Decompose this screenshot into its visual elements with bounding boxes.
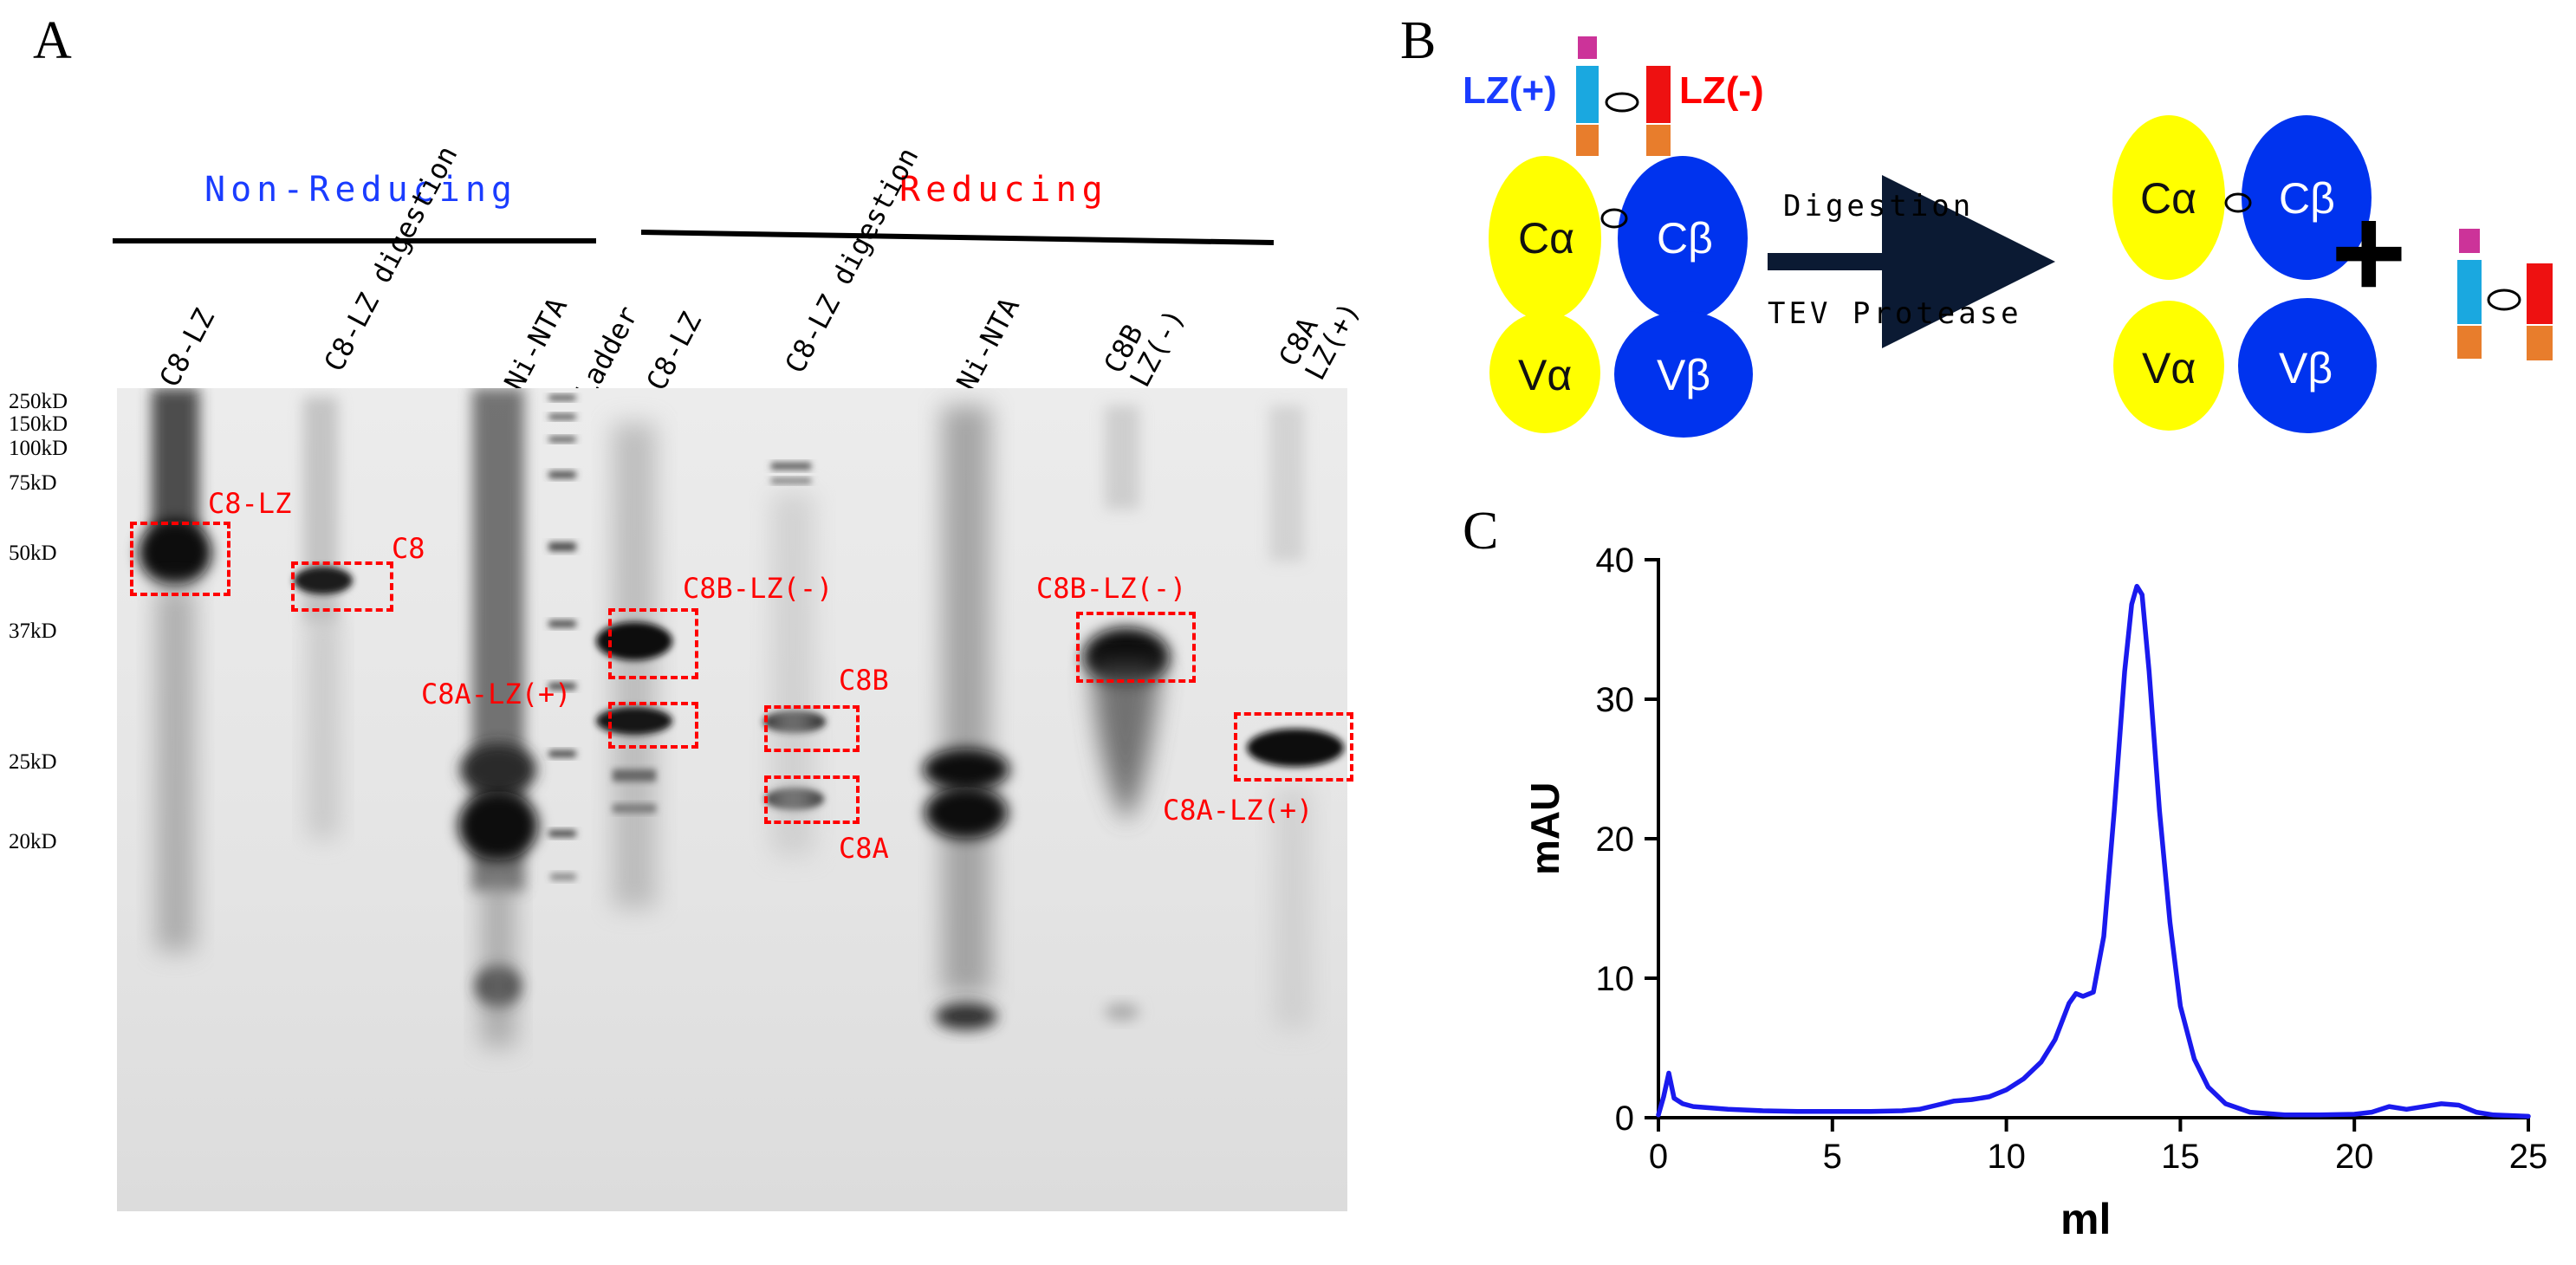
mw-250: 250kD [9, 390, 68, 413]
band-label-c8: C8 [392, 532, 425, 565]
band-label-c8b: C8B [839, 664, 889, 697]
group-label-reducing: Reducing [899, 170, 1108, 210]
band-label-c8b-lz-minus-2: C8B-LZ(-) [1036, 572, 1187, 605]
y-tick-label-30: 30 [1596, 681, 1635, 719]
lz-tags-left [1576, 36, 1671, 156]
x-tick-label-0: 0 [1649, 1138, 1668, 1176]
band-label-c8a: C8A [839, 832, 889, 865]
disulfide-loop [1605, 92, 1639, 113]
box-c8a [764, 775, 860, 824]
c-beta-label: Cβ [1657, 214, 1713, 263]
x-tick-label-25: 25 [2509, 1138, 2548, 1176]
c-alpha-domain-right [2112, 115, 2225, 280]
chromatogram-trace [1656, 583, 2531, 1119]
lz-plus-label: LZ(+) [1463, 69, 1557, 112]
y-tick-label-40: 40 [1596, 542, 1635, 580]
tag-magenta [1578, 36, 1597, 59]
lz-tags-right [2457, 229, 2553, 360]
mw-100: 100kD [9, 437, 68, 460]
gel-lane-7 [923, 405, 1009, 1030]
box-c8b [764, 705, 860, 752]
gel-lane-1 [139, 388, 211, 951]
box-c8a-lz-plus-1 [608, 702, 698, 749]
c-beta-domain [1618, 156, 1748, 321]
c-alpha-domain [1489, 156, 1601, 321]
v-alpha-label-right: Vα [2142, 344, 2196, 392]
x-tick-label-20: 20 [2335, 1138, 2374, 1176]
gel-lane-6 [763, 463, 826, 856]
c-alpha-label: Cα [1518, 214, 1575, 263]
mw-20: 20kD [9, 830, 57, 853]
v-alpha-domain-right [2113, 301, 2224, 431]
disulfide-link-right [2224, 192, 2252, 213]
v-beta-domain [1614, 311, 1753, 438]
disulfide-link [1600, 208, 1628, 229]
chart-xlabel: ml [2060, 1195, 2112, 1243]
mw-37: 37kD [9, 620, 57, 643]
chart-ylabel: mAU [1522, 782, 1567, 875]
c-alpha-label-right: Cα [2140, 174, 2197, 223]
lz-minus-label: LZ(-) [1679, 69, 1764, 112]
v-alpha-label: Vα [1518, 351, 1573, 399]
x-tick-label-5: 5 [1823, 1138, 1842, 1176]
reducing-bar [640, 230, 1275, 245]
y-tick-label-20: 20 [1596, 821, 1635, 859]
panel-label-c: C [1463, 502, 1499, 561]
y-tick-label-0: 0 [1615, 1100, 1634, 1138]
c-beta-label-right: Cβ [2279, 174, 2335, 223]
tcr-right [2112, 115, 2377, 433]
box-c8a-lz-plus-2 [1234, 712, 1353, 782]
y-tick-label-10: 10 [1596, 960, 1635, 998]
gel-lane-8 [1083, 405, 1170, 1021]
gel-lane-4 [548, 395, 576, 880]
arrow-label-bottom: TEV Protease [1768, 296, 2022, 331]
plus-sign: + [2331, 179, 2407, 325]
panel-label-b: B [1400, 11, 1437, 70]
v-beta-domain-right [2238, 298, 2377, 433]
tcr-left [1489, 156, 1753, 438]
chromatogram-chart: 0 10 20 30 40 0 5 10 15 20 25 [1596, 542, 2548, 1176]
box-c8 [291, 561, 393, 612]
band-label-c8b-lz-minus-1: C8B-LZ(-) [683, 572, 834, 605]
band-label-c8-lz: C8-LZ [208, 487, 292, 520]
gel-lane-5 [596, 423, 672, 908]
box-c8-lz [130, 522, 230, 596]
v-beta-label: Vβ [1657, 351, 1711, 399]
mw-75: 75kD [9, 471, 57, 495]
gel-image [117, 388, 1347, 1211]
lz-minus-block [1646, 66, 1671, 123]
tag-orange [1576, 125, 1599, 156]
x-tick-label-10: 10 [1987, 1138, 2026, 1176]
tag-orange-2 [1646, 125, 1671, 156]
c-beta-domain-right [2242, 115, 2372, 280]
v-beta-label-right: Vβ [2279, 344, 2333, 392]
box-c8b-lz-minus-2 [1076, 612, 1196, 683]
mw-25: 25kD [9, 750, 57, 774]
gel-lane-3 [458, 388, 538, 1047]
v-alpha-domain [1489, 312, 1600, 433]
band-label-c8a-lz-plus-2: C8A-LZ(+) [1163, 794, 1314, 827]
box-c8b-lz-minus-1 [608, 608, 698, 679]
gel-lane-9 [1247, 405, 1344, 1029]
mw-150: 150kD [9, 412, 68, 436]
band-label-c8a-lz-plus-1: C8A-LZ(+) [421, 678, 572, 710]
x-tick-label-15: 15 [2161, 1138, 2200, 1176]
lz-plus-block [1576, 66, 1599, 123]
arrow-label-top: Digestion [1783, 189, 1975, 224]
mw-50: 50kD [9, 542, 57, 565]
tcr-schematic [1489, 36, 2553, 438]
group-label-non-reducing: Non-Reducing [204, 170, 517, 210]
gel-lane-2 [294, 397, 353, 839]
panel-label-a: A [33, 11, 72, 70]
